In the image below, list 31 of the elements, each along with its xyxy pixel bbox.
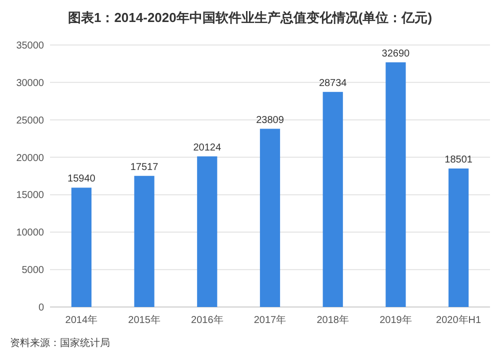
y-tick-label: 10000: [16, 228, 44, 239]
x-tick-label: 2018年: [316, 314, 349, 326]
data-label: 17517: [130, 162, 159, 173]
x-tick-label: 2019年: [380, 314, 412, 326]
bar: [448, 168, 469, 307]
bar: [197, 156, 218, 307]
data-label: 15940: [68, 174, 96, 185]
data-label: 20124: [193, 142, 222, 154]
y-tick-label: 15000: [16, 190, 44, 202]
y-tick-label: 35000: [16, 40, 44, 52]
x-tick-label: 2016年: [191, 314, 224, 326]
y-tick-label: 0: [38, 302, 44, 314]
data-label: 28734: [318, 78, 348, 89]
x-tick-label: 2017年: [254, 314, 286, 326]
bar: [322, 92, 343, 307]
bar: [386, 62, 406, 307]
x-tick-label: 2015年: [128, 314, 160, 326]
data-label: 23809: [256, 114, 284, 126]
bar: [134, 176, 154, 307]
bar: [71, 188, 92, 307]
bar: [260, 128, 280, 307]
y-tick-label: 20000: [16, 152, 44, 164]
x-tick-label: 2014年: [65, 314, 98, 326]
data-label: 18501: [444, 154, 473, 166]
y-tick-label: 30000: [16, 78, 44, 89]
text: 资料来源：国家统计局: [10, 337, 110, 349]
data-label: 32690: [382, 48, 410, 60]
y-tick-label: 25000: [16, 115, 44, 126]
x-tick-label: 2020年H1: [436, 314, 482, 326]
y-tick-label: 5000: [22, 265, 44, 276]
chart-title: 图表1：2014-2020年中国软件业生产总值变化情况(单位：亿元): [68, 10, 432, 25]
